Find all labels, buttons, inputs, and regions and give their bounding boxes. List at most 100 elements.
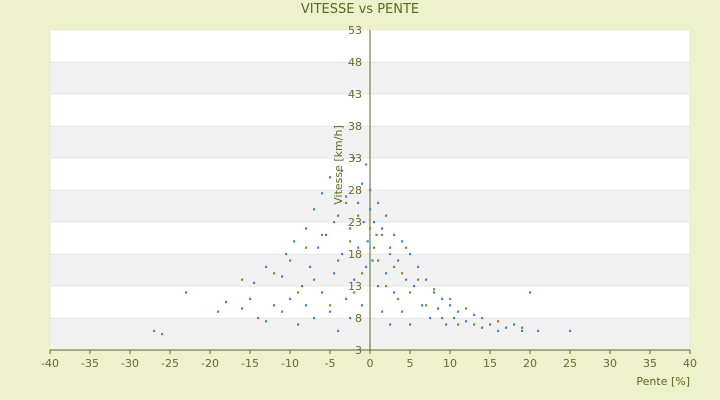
data-point-series-1 [333, 272, 336, 275]
data-point-series-2 [401, 272, 404, 275]
data-point-series-1 [453, 317, 456, 320]
data-point-series-1 [381, 227, 384, 230]
data-point-series-2 [313, 278, 316, 281]
data-point-series-2 [397, 297, 400, 300]
data-point-series-1 [345, 297, 348, 300]
data-point-series-1 [329, 176, 332, 179]
data-point-series-1 [345, 195, 348, 198]
data-point-series-1 [393, 291, 396, 294]
data-point-series-1 [413, 285, 416, 288]
y-tick-label: 53 [348, 24, 362, 37]
x-axis-title: Pente [%] [636, 375, 690, 388]
data-point-series-1 [481, 326, 484, 329]
data-point-series-1 [281, 275, 284, 278]
data-point-series-2 [449, 297, 452, 300]
data-point-series-2 [521, 326, 524, 329]
data-point-series-1 [329, 310, 332, 313]
data-point-series-1 [341, 253, 344, 256]
data-point-series-1 [497, 329, 500, 332]
data-point-series-1 [371, 259, 374, 262]
data-point-series-1 [353, 157, 356, 160]
data-point-series-1 [321, 291, 324, 294]
data-point-series-1 [253, 281, 256, 284]
data-point-series-1 [317, 246, 320, 249]
data-point-series-1 [369, 208, 372, 211]
y-tick-label: 28 [348, 184, 362, 197]
y-tick-label: 33 [348, 152, 362, 165]
data-point-series-1 [377, 285, 380, 288]
data-point-series-1 [341, 169, 344, 172]
data-point-series-2 [473, 323, 476, 326]
x-tick-label: 0 [367, 357, 374, 370]
data-point-series-2 [393, 265, 396, 268]
data-point-series-1 [397, 259, 400, 262]
data-points [153, 157, 572, 336]
x-tick-label: -5 [325, 357, 336, 370]
x-tick-label: 5 [407, 357, 414, 370]
data-point-series-1 [449, 304, 452, 307]
data-point-series-1 [393, 233, 396, 236]
data-point-series-2 [457, 323, 460, 326]
data-point-series-1 [301, 285, 304, 288]
data-point-series-1 [225, 301, 228, 304]
data-point-series-1 [185, 291, 188, 294]
data-point-series-1 [417, 265, 420, 268]
data-point-series-2 [417, 278, 420, 281]
data-point-series-2 [241, 278, 244, 281]
data-point-series-1 [273, 304, 276, 307]
data-point-series-1 [437, 307, 440, 310]
y-axis-title: Vitesse [km/h] [332, 125, 345, 205]
data-point-series-1 [265, 265, 268, 268]
data-point-series-1 [305, 304, 308, 307]
x-tick-label: -20 [201, 357, 219, 370]
x-tick-label: -40 [41, 357, 59, 370]
x-tick-label: -30 [121, 357, 139, 370]
data-point-series-1 [433, 291, 436, 294]
x-tick-label: 40 [683, 357, 697, 370]
data-point-series-1 [473, 313, 476, 316]
data-point-series-2 [161, 333, 164, 336]
data-point-series-2 [405, 246, 408, 249]
data-point-series-1 [337, 214, 340, 217]
data-point-series-1 [366, 240, 369, 243]
y-tick-label: 23 [348, 216, 362, 229]
data-point-series-1 [321, 192, 324, 195]
data-point-series-1 [529, 291, 532, 294]
data-point-series-1 [313, 317, 316, 320]
x-tick-label: 20 [523, 357, 537, 370]
data-point-series-1 [357, 246, 360, 249]
y-tick-label: 48 [348, 56, 362, 69]
data-point-series-2 [373, 246, 376, 249]
data-point-series-1 [381, 310, 384, 313]
chart-title: VITESSE vs PENTE [300, 2, 420, 17]
data-point-series-1 [361, 182, 364, 185]
data-point-series-1 [465, 320, 468, 323]
data-point-series-1 [537, 329, 540, 332]
data-point-series-2 [409, 291, 412, 294]
data-point-series-1 [241, 307, 244, 310]
data-point-series-2 [321, 233, 324, 236]
data-point-series-2 [345, 201, 348, 204]
data-point-series-1 [441, 297, 444, 300]
x-tick-label: 25 [563, 357, 577, 370]
data-point-series-2 [297, 291, 300, 294]
data-point-series-1 [445, 323, 448, 326]
data-point-series-1 [325, 233, 328, 236]
y-tick-label: 8 [355, 312, 362, 325]
x-tick-label: 10 [443, 357, 457, 370]
data-point-series-1 [405, 278, 408, 281]
data-point-series-1 [409, 323, 412, 326]
y-tick-label: 13 [348, 280, 362, 293]
data-point-series-1 [375, 233, 378, 236]
data-point-series-1 [385, 214, 388, 217]
data-point-series-1 [349, 317, 352, 320]
data-point-series-2 [337, 259, 340, 262]
data-point-series-1 [365, 163, 368, 166]
data-point-series-1 [385, 272, 388, 275]
data-point-series-1 [285, 253, 288, 256]
y-tick-label: 38 [348, 120, 362, 133]
x-tick-labels: -40 -35 -30 -25 -20 -15 -10 -5 0 5 10 15 20 25 30 35 40 [41, 350, 697, 370]
data-point-series-1 [309, 265, 312, 268]
